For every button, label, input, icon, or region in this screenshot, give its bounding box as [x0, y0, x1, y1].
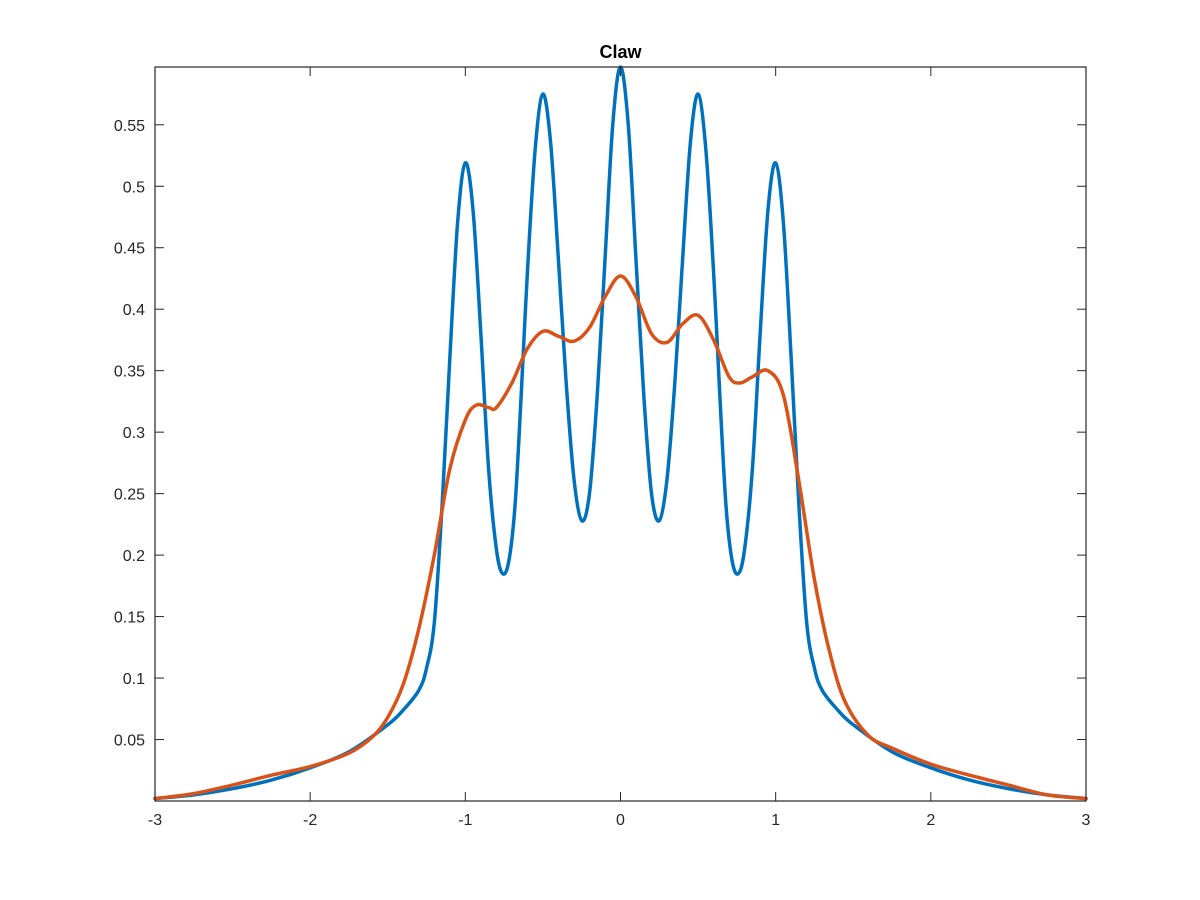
x-tick-label: -3 — [148, 812, 162, 829]
plot-area — [153, 65, 1088, 802]
x-tick-label: 1 — [771, 812, 780, 829]
chart-title: Claw — [599, 42, 642, 62]
labels-layer: -3 -2 -1 0 1 2 3 0.05 0.1 0.15 0.2 0.25 0.3 0.35 0.4 0.… — [114, 118, 1091, 829]
y-tick-label: 0.1 — [123, 671, 145, 688]
x-tick-label: 0 — [616, 812, 625, 829]
y-tick-label: 0.4 — [123, 302, 145, 319]
x-tick-label: -2 — [303, 812, 317, 829]
y-tick-label: 0.05 — [114, 733, 145, 750]
y-tick-label: 0.3 — [123, 425, 145, 442]
y-tick-label: 0.55 — [114, 118, 145, 135]
y-tick-label: 0.5 — [123, 179, 145, 196]
x-tick-label: -1 — [458, 812, 472, 829]
y-tick-label: 0.2 — [123, 548, 145, 565]
axes-background — [155, 67, 1086, 801]
y-tick-label: 0.35 — [114, 364, 145, 381]
y-tick-label: 0.25 — [114, 487, 145, 504]
x-tick-label: 2 — [926, 812, 935, 829]
y-tick-label: 0.15 — [114, 610, 145, 627]
series-line-2 — [153, 274, 1088, 801]
y-tick-label: 0.45 — [114, 241, 145, 258]
x-tick-label: 3 — [1082, 812, 1091, 829]
axes-box — [154, 66, 1087, 802]
